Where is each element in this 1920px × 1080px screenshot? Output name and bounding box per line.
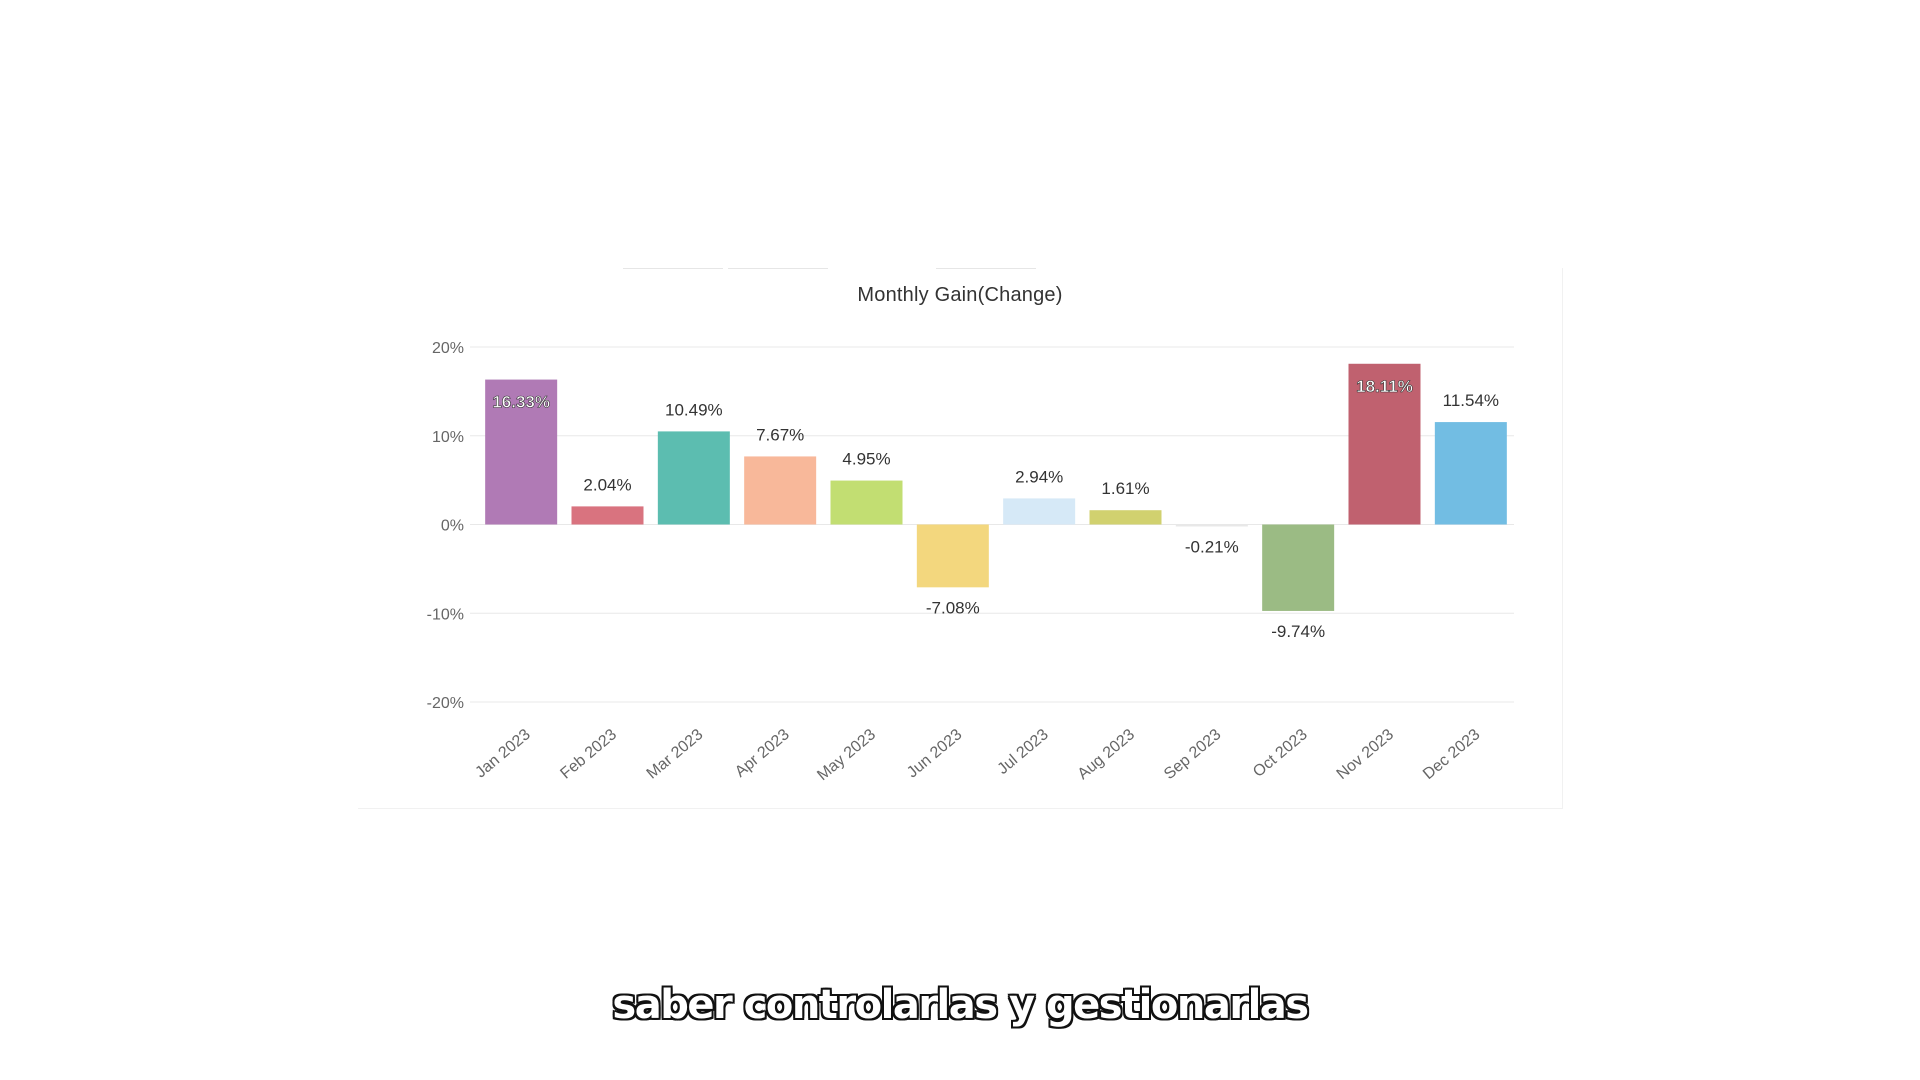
data-label: -9.74%	[1271, 622, 1325, 641]
data-label: 16.33%	[492, 393, 550, 412]
data-label: 18.11%	[1356, 377, 1413, 396]
bar	[830, 480, 903, 525]
x-tick-label: Sep 2023	[1161, 726, 1224, 783]
data-label: 11.54%	[1443, 391, 1499, 410]
x-tick-label: Jul 2023	[994, 726, 1051, 778]
y-tick-label: -10%	[427, 606, 464, 623]
x-tick-label: Nov 2023	[1334, 726, 1397, 783]
x-tick-label: Oct 2023	[1250, 726, 1311, 781]
data-label: 2.04%	[583, 475, 631, 494]
data-label: -7.08%	[926, 598, 980, 617]
x-tick-label: Apr 2023	[732, 726, 793, 781]
chart-card: Monthly Gain(Change) 20% 10% 0% -10% -20% 16.…	[358, 268, 1563, 809]
bar	[1262, 524, 1335, 611]
bar	[657, 431, 730, 525]
bar	[916, 524, 989, 588]
data-label: 1.61%	[1101, 479, 1149, 498]
chart-title: Monthly Gain(Change)	[857, 284, 1063, 306]
y-tick-label: -20%	[427, 695, 464, 712]
bar	[1175, 524, 1248, 527]
bar	[744, 456, 817, 525]
bar	[571, 506, 644, 525]
bar	[1089, 510, 1162, 525]
y-tick-label: 20%	[432, 340, 464, 357]
y-tick-label: 10%	[432, 429, 464, 446]
data-label: 4.95%	[842, 450, 890, 469]
data-label: 10.49%	[665, 400, 723, 419]
bar	[1003, 498, 1076, 525]
x-tick-label: Dec 2023	[1420, 726, 1483, 783]
data-label: 2.94%	[1015, 467, 1063, 486]
bar	[1434, 422, 1507, 525]
bar	[1348, 363, 1421, 525]
chart-plot-area: 20% 10% 0% -10% -20% 16.33% Jan 2023 2.04% Feb 2…	[427, 340, 1514, 784]
x-tick-label: Jan 2023	[472, 726, 533, 781]
data-label: -0.21%	[1185, 537, 1239, 556]
video-caption: saber controlarlas y gestionarlas	[612, 982, 1309, 1028]
x-tick-label: Mar 2023	[644, 726, 707, 783]
y-tick-label: 0%	[441, 518, 464, 535]
x-tick-label: Aug 2023	[1075, 726, 1138, 783]
data-label: 7.67%	[756, 425, 804, 444]
x-tick-label: Feb 2023	[557, 726, 620, 783]
chart-top-border	[358, 268, 1562, 270]
bar	[485, 379, 558, 525]
x-tick-label: Jun 2023	[904, 726, 965, 781]
x-tick-label: May 2023	[814, 726, 879, 784]
